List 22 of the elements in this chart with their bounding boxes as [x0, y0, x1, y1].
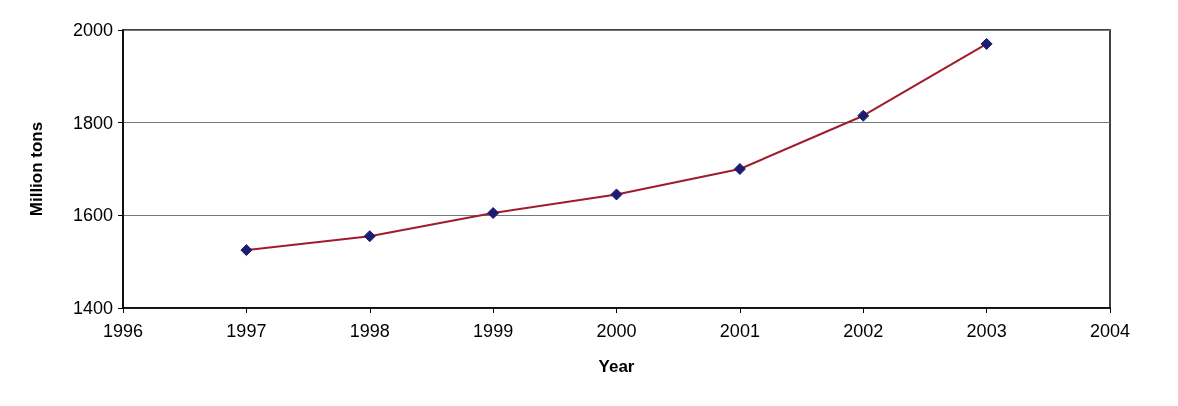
point	[240, 244, 253, 257]
y-tick-label: 2000	[72, 20, 113, 40]
y-tick-label: 1400	[72, 298, 113, 318]
x-tick-label: 1998	[349, 321, 390, 341]
y-tick-label: 1800	[72, 112, 113, 133]
x-tick-label: 2003	[966, 321, 1007, 341]
point	[363, 230, 376, 243]
x-tick-label: 2004	[1089, 321, 1131, 341]
point	[733, 163, 746, 175]
point	[610, 188, 623, 201]
x-tick-label: 1996	[102, 321, 144, 341]
x-tick-label: 2001	[719, 321, 760, 341]
x-tick-label: 2002	[843, 321, 884, 341]
x-tick-label: 1999	[473, 321, 514, 341]
x-tick-label: 2000	[596, 321, 637, 341]
y-axis-title: Million tons	[27, 121, 46, 217]
x-axis-title: Year	[598, 357, 635, 376]
point	[487, 207, 500, 220]
x-tick-label: 1997	[226, 321, 267, 341]
point	[857, 109, 870, 122]
y-tick-label: 1600	[72, 205, 113, 226]
point	[980, 37, 993, 50]
